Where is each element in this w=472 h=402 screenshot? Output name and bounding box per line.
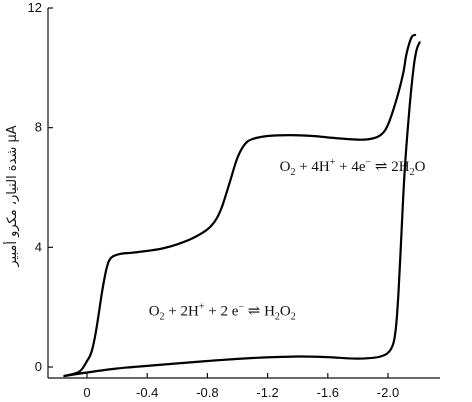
four-electron-reduction-equation: O2 + 4H+ + 4e− ⇌ 2H2O — [280, 157, 426, 178]
equation-token: 2 — [275, 312, 280, 323]
equation-token: 2 — [410, 167, 415, 178]
y-tick-label: 12 — [28, 0, 42, 15]
tick-marks — [48, 7, 389, 378]
two-electron-reduction-equation: O2 + 2H+ + 2 e− ⇌ H2O2 — [149, 302, 296, 323]
upper-wave-curve — [63, 33, 417, 378]
equation-token: ⇌ 2H — [371, 159, 410, 175]
equation-token: O — [280, 159, 291, 175]
equation-token: 2 — [160, 312, 165, 323]
equation-token: 2 — [291, 312, 296, 323]
equation-token: − — [238, 302, 244, 313]
x-tick-label: -0.4 — [136, 385, 158, 400]
equation-token: − — [366, 157, 372, 168]
equation-token: ⇌ H — [244, 304, 275, 320]
curves — [63, 33, 421, 378]
equation-token: O — [149, 304, 160, 320]
equation-token: + — [330, 157, 336, 168]
equation-token: + 2H — [165, 304, 199, 320]
tick-labels: 0 -0.4 -0.8 -1.2 -1.6 -2.0 0 4 8 12 — [28, 0, 400, 400]
equation-token: + 4H — [295, 159, 329, 175]
equation-token: O — [280, 304, 291, 320]
x-tick-label: -2.0 — [377, 385, 399, 400]
equation-token: + — [199, 302, 205, 313]
x-tick-label: -1.2 — [256, 385, 278, 400]
x-tick-label: 0 — [83, 385, 90, 400]
y-tick-label: 0 — [35, 359, 42, 374]
y-tick-label: 4 — [35, 239, 42, 254]
axes — [47, 8, 440, 379]
equation-token: + 4e — [335, 159, 365, 175]
equation-token: 2 — [290, 167, 295, 178]
y-axis-label: شدة التيار، مكرو أمبير μA — [3, 125, 20, 267]
lower-wave-curve — [63, 41, 421, 378]
equation-token: + 2 e — [204, 304, 238, 320]
equation-token: O — [415, 159, 426, 175]
x-tick-label: -0.8 — [196, 385, 218, 400]
x-tick-label: -1.6 — [317, 385, 339, 400]
y-tick-label: 8 — [35, 120, 42, 135]
